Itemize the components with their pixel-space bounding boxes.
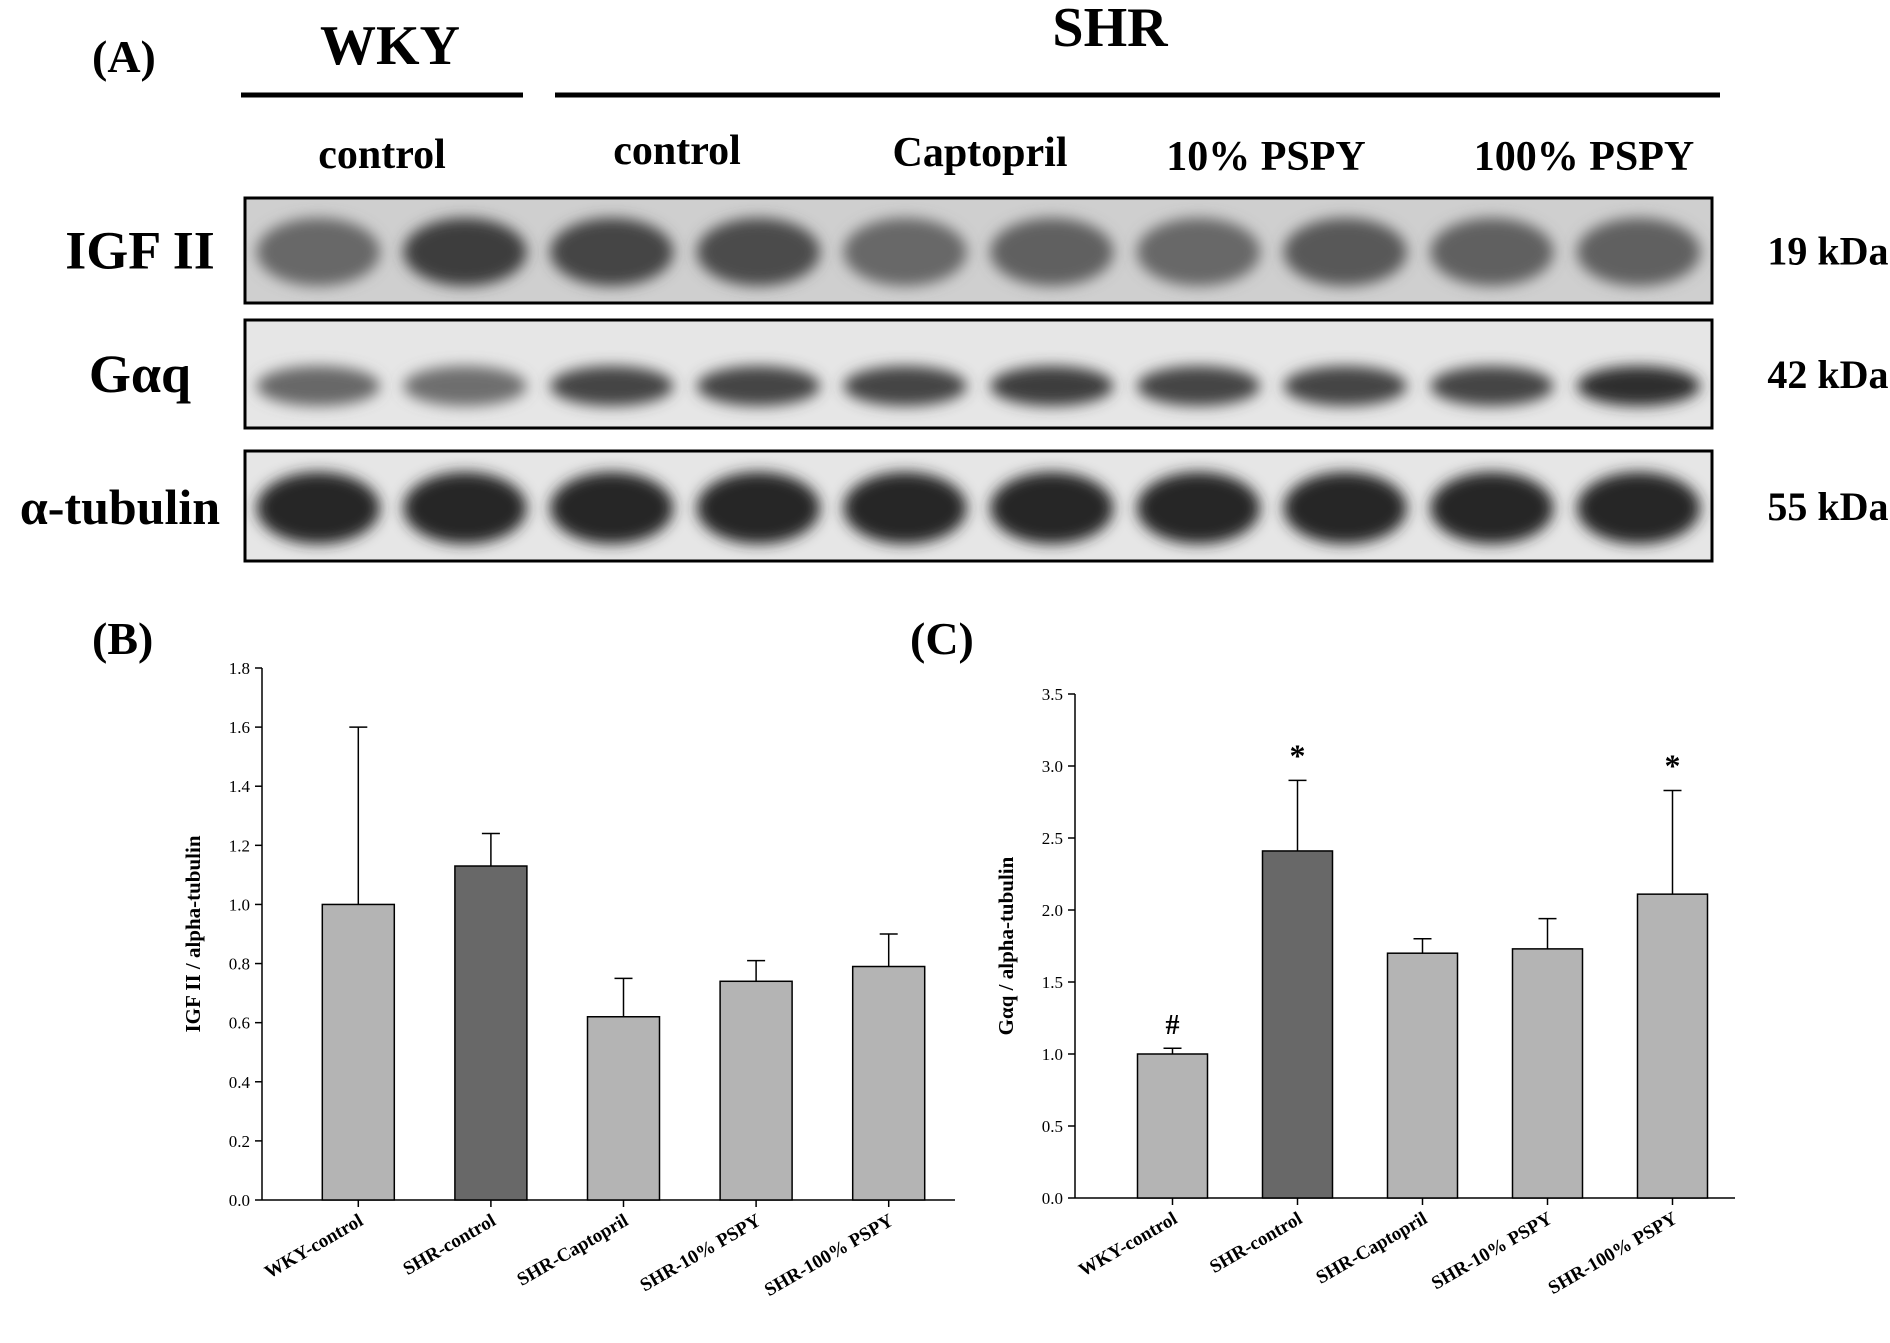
y-tick-label: 0.0 xyxy=(229,1191,250,1210)
blot-band xyxy=(550,366,674,406)
y-tick-label: 1.5 xyxy=(1042,973,1063,992)
y-tick-label: 3.0 xyxy=(1042,757,1063,776)
y-tick-label: 0.8 xyxy=(229,955,250,974)
x-tick-label: SHR-control xyxy=(1206,1208,1306,1278)
bar xyxy=(719,980,793,1201)
blot-band xyxy=(696,472,821,544)
x-tick-label: SHR-100% PSPY xyxy=(1545,1208,1681,1299)
condition-label-wky-control: control xyxy=(318,132,446,178)
blot-band xyxy=(696,218,821,286)
chart-igf2: 0.0 0.2 0.4 0.6 0.8 1.0 1.2 1.4 1.6 1.8 IGF II / a… xyxy=(181,659,955,1301)
bar xyxy=(1136,1053,1209,1199)
bar xyxy=(1386,952,1459,1199)
blot-band xyxy=(843,472,967,544)
kda-label: 42 kDa xyxy=(1767,352,1888,397)
blot-band xyxy=(1136,366,1261,406)
y-tick-label: 0.4 xyxy=(229,1073,251,1092)
blot-band xyxy=(990,472,1114,544)
condition-label-10-pspy: 10% PSPY xyxy=(1166,134,1366,180)
protein-label: IGF II xyxy=(65,221,215,281)
panel-a: (A) WKY SHR control control Captopril 10… xyxy=(20,0,1889,563)
blot-band xyxy=(403,218,527,286)
y-tick-label: 1.0 xyxy=(1042,1045,1063,1064)
blot-band xyxy=(1283,472,1407,544)
y-tick-label: 1.0 xyxy=(229,895,250,914)
y-tick-label: 0.5 xyxy=(1042,1117,1063,1136)
bar xyxy=(1636,893,1709,1199)
bar xyxy=(586,1016,661,1201)
significance-mark: * xyxy=(1665,747,1681,783)
blot-band xyxy=(550,218,674,286)
x-tick-label: SHR-100% PSPY xyxy=(761,1210,897,1301)
blot-band xyxy=(1577,366,1701,406)
condition-label-100-pspy: 100% PSPY xyxy=(1474,134,1695,180)
x-tick-label: WKY-control xyxy=(1075,1208,1181,1281)
group-label-wky: WKY xyxy=(320,15,460,77)
y-tick-label: 1.6 xyxy=(229,718,250,737)
panel-b-label: (B) xyxy=(92,613,153,664)
x-tick-label: SHR-10% PSPY xyxy=(637,1210,765,1296)
y-axis-label: IGF II / alpha-tubulin xyxy=(181,835,205,1032)
blot-band xyxy=(1577,472,1701,544)
y-axis-label: Gαq / alpha-tubulin xyxy=(994,856,1018,1035)
blot-band xyxy=(256,472,380,544)
y-tick-label: 0.6 xyxy=(229,1014,250,1033)
protein-label: Gαq xyxy=(89,344,191,404)
y-tick-label: 1.4 xyxy=(229,777,251,796)
condition-label-shr-control: control xyxy=(613,128,741,174)
y-tick-label: 1.2 xyxy=(229,836,250,855)
x-tick-label: SHR-control xyxy=(400,1210,500,1280)
bar xyxy=(1261,850,1334,1199)
bar xyxy=(321,903,396,1201)
y-tick-label: 2.5 xyxy=(1042,829,1063,848)
x-tick-label: SHR-Captopril xyxy=(1313,1208,1431,1288)
bar xyxy=(1511,948,1584,1199)
significance-mark: * xyxy=(1290,737,1306,773)
blot-band xyxy=(1430,218,1554,286)
panel-c-label: (C) xyxy=(910,613,974,664)
blot-band xyxy=(696,366,821,406)
y-tick-label: 3.5 xyxy=(1042,685,1063,704)
protein-label: α-tubulin xyxy=(20,479,220,535)
y-tick-label: 2.0 xyxy=(1042,901,1063,920)
y-tick-label: 0.0 xyxy=(1042,1189,1063,1208)
blot-band xyxy=(990,366,1114,406)
blot-band xyxy=(1430,366,1554,406)
blot-band xyxy=(256,218,380,286)
panel-a-label: (A) xyxy=(92,31,156,82)
blot-band xyxy=(1136,472,1261,544)
blot-band xyxy=(1430,472,1554,544)
blot-row: Gαq 42 kDa xyxy=(89,318,1889,430)
kda-label: 55 kDa xyxy=(1767,484,1888,529)
x-tick-label: SHR-10% PSPY xyxy=(1428,1208,1556,1294)
blot-band xyxy=(1283,366,1407,406)
x-tick-label: SHR-Captopril xyxy=(514,1210,632,1290)
blot-band xyxy=(843,366,967,406)
blot-band xyxy=(843,218,967,286)
bar xyxy=(851,965,926,1201)
blot-band xyxy=(403,472,527,544)
bar xyxy=(454,865,528,1201)
y-tick-label: 0.2 xyxy=(229,1132,250,1151)
significance-mark: # xyxy=(1166,1010,1180,1041)
blot-band xyxy=(550,472,674,544)
group-label-shr: SHR xyxy=(1052,0,1168,59)
y-tick-label: 1.8 xyxy=(229,659,250,678)
kda-label: 19 kDa xyxy=(1767,229,1888,274)
condition-label-captopril: Captopril xyxy=(892,130,1067,176)
x-tick-label: WKY-control xyxy=(261,1210,367,1283)
blot-band xyxy=(1136,218,1261,286)
blot-row: α-tubulin 55 kDa xyxy=(20,449,1889,563)
blot-band xyxy=(1577,218,1701,286)
blot-row: IGF II 19 kDa xyxy=(65,196,1889,305)
western-blots: IGF II 19 kDa Gαq 42 kDa α-tubulin 55 kDa xyxy=(20,196,1889,563)
blot-band xyxy=(256,366,380,406)
chart-gaq: 0.0 0.5 1.0 1.5 2.0 2.5 3.0 3.5 Gαq / alpha-tubu… xyxy=(994,685,1735,1299)
blot-band xyxy=(1283,218,1407,286)
blot-band xyxy=(403,366,527,406)
blot-band xyxy=(990,218,1114,286)
